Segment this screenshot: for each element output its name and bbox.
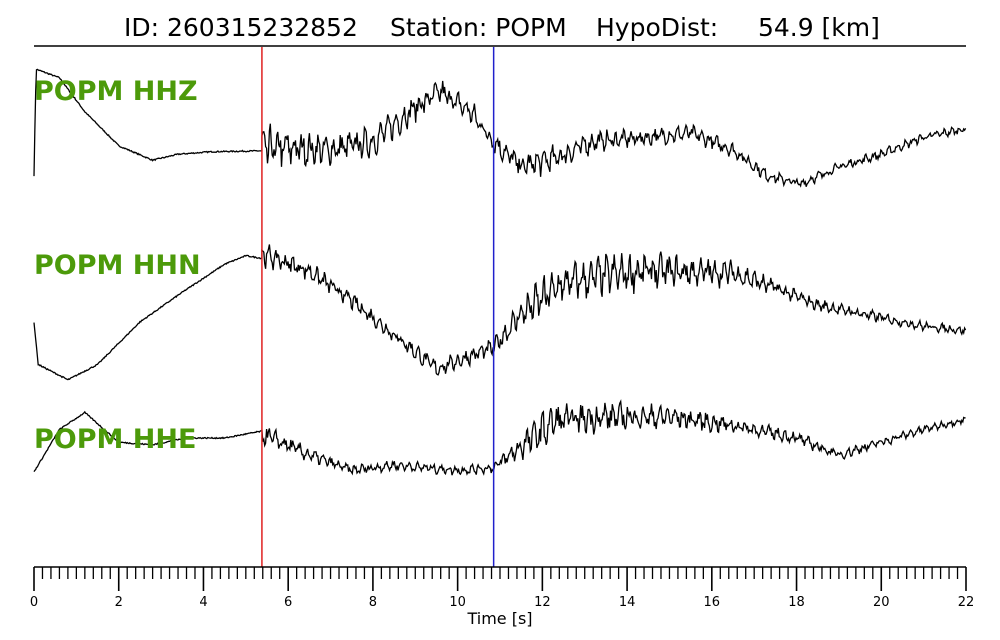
channel-label-2: POPM HHN	[34, 250, 201, 281]
x-tick-label: 2	[115, 595, 123, 610]
x-tick-label: 16	[704, 595, 721, 610]
x-tick-label: 8	[369, 595, 377, 610]
x-tick-label: 10	[449, 595, 466, 610]
trace-line-2	[33, 244, 967, 381]
x-tick-label: 4	[199, 595, 207, 610]
channel-label-group: POPM HHZ POPM HHN POPM HHE	[34, 76, 201, 455]
trace-group	[33, 68, 967, 476]
x-tick-label: 14	[619, 595, 636, 610]
x-tick-label: 0	[30, 595, 38, 610]
title-id: ID: 260315232852	[124, 13, 358, 42]
channel-label-1: POPM HHZ	[34, 76, 198, 107]
channel-label-3: POPM HHE	[34, 424, 196, 455]
x-tick-label: 18	[788, 595, 805, 610]
x-tick-label: 22	[958, 595, 975, 610]
trace-line-3	[33, 399, 966, 476]
x-tick-label: 6	[284, 595, 292, 610]
pick-group	[261, 47, 495, 567]
x-tick-label: 20	[873, 595, 890, 610]
trace-line-1	[33, 68, 967, 188]
title-station: Station: POPM	[390, 13, 567, 42]
title-hypodist: HypoDist: 54.9 [km]	[596, 13, 880, 42]
time-axis: 0 2 4 6 8 10 12 14 16 18 20 22	[30, 566, 975, 610]
x-tick-label: 12	[534, 595, 551, 610]
x-axis-label: Time [s]	[466, 609, 532, 628]
